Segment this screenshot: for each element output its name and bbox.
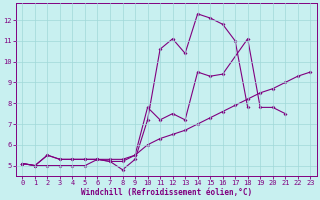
X-axis label: Windchill (Refroidissement éolien,°C): Windchill (Refroidissement éolien,°C) (81, 188, 252, 197)
